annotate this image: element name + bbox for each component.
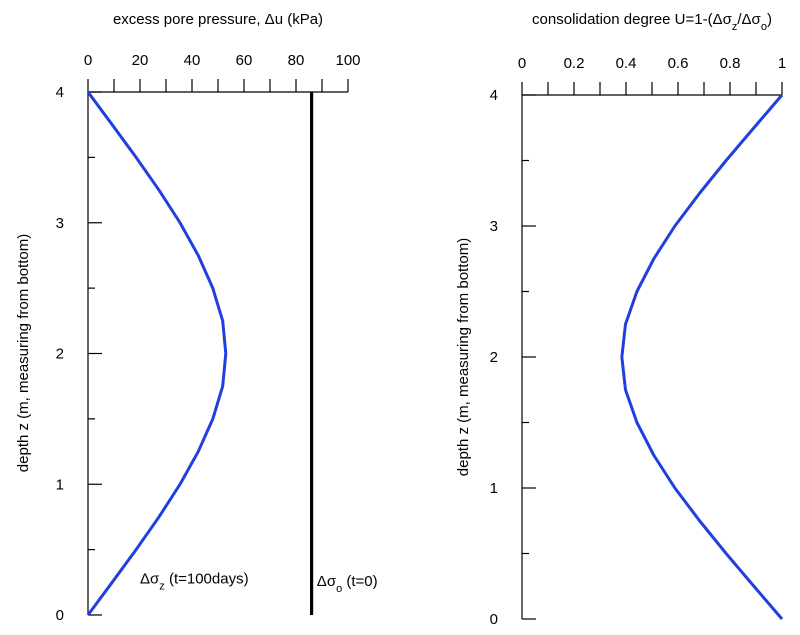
x-tick-label: 0.2 — [564, 55, 585, 72]
y-tick-label: 2 — [490, 349, 498, 366]
panel-consolidation-degree: 0 0.2 0.4 0.6 0.8 1 0 1 2 3 4 consolidation degree … — [455, 11, 786, 628]
x-tick-label: 0.8 — [720, 55, 741, 72]
series-line-0 — [86, 91, 228, 616]
y-tick-label: 1 — [490, 480, 498, 497]
x-tick-label: 40 — [184, 52, 201, 69]
y-tick-label: 4 — [490, 87, 498, 104]
x-tick-label: 20 — [132, 52, 149, 69]
annotation-0: Δσz (t=100days) — [140, 571, 249, 593]
series-line-0 — [620, 94, 784, 620]
x-tick-label: 100 — [335, 52, 360, 69]
x-tick-label: 0 — [84, 52, 92, 69]
x-tick-label: 0 — [518, 55, 526, 72]
y-tick-label: 3 — [56, 215, 64, 232]
y-axis-title: depth z (m, measuring from bottom) — [15, 234, 32, 472]
y-tick-label: 1 — [56, 476, 64, 493]
y-tick-label: 0 — [490, 611, 498, 628]
x-tick-label: 60 — [236, 52, 253, 69]
x-axis-title: excess pore pressure, Δu (kPa) — [113, 11, 323, 28]
x-tick-label: 1 — [778, 55, 786, 72]
y-axis-title: depth z (m, measuring from bottom) — [455, 238, 472, 476]
panel-pore-pressure: 0 20 40 60 80 100 0 1 2 3 4 excess pore pressure, Δ… — [15, 11, 378, 624]
y-tick-label: 0 — [56, 607, 64, 624]
annotation-1: Δσo (t=0) — [317, 573, 378, 595]
y-tick-label: 2 — [56, 346, 64, 363]
x-tick-label: 80 — [288, 52, 305, 69]
x-tick-label: 0.6 — [668, 55, 689, 72]
x-tick-label: 0.4 — [616, 55, 637, 72]
x-axis-title: consolidation degree U=1-(Δσz/Δσo) — [532, 11, 772, 33]
y-tick-label: 4 — [56, 84, 64, 101]
y-tick-label: 3 — [490, 218, 498, 235]
